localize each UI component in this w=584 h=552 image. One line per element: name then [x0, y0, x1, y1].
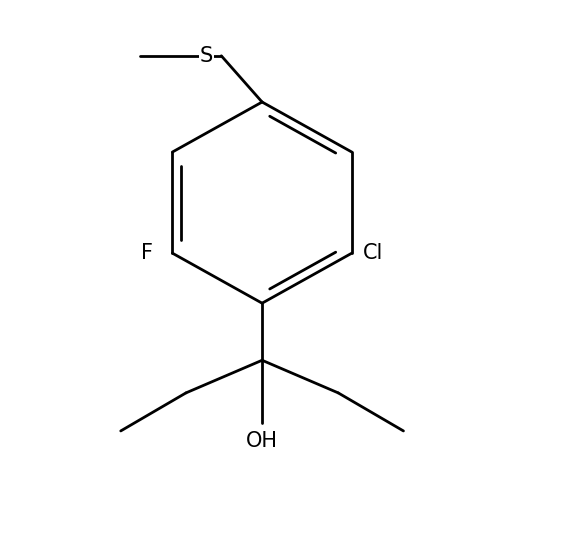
Text: S: S: [200, 46, 213, 66]
Text: F: F: [141, 243, 154, 263]
Text: Cl: Cl: [363, 243, 383, 263]
Text: OH: OH: [246, 431, 278, 451]
